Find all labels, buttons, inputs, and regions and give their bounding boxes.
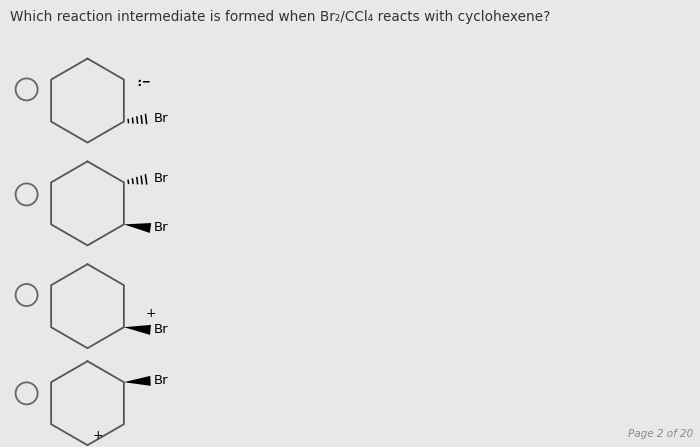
Text: Br: Br (153, 374, 168, 388)
Text: Br: Br (153, 221, 168, 235)
Polygon shape (124, 376, 150, 386)
Text: +: + (92, 429, 104, 443)
Text: +: + (145, 307, 156, 320)
Polygon shape (124, 325, 151, 335)
Text: Br: Br (153, 172, 168, 186)
Text: Br: Br (153, 112, 168, 125)
Text: :−: :− (135, 76, 150, 89)
Text: Page 2 of 20: Page 2 of 20 (628, 429, 693, 439)
Polygon shape (124, 223, 151, 233)
Text: Br: Br (153, 323, 168, 337)
Text: Which reaction intermediate is formed when Br₂/CCl₄ reacts with cyclohexene?: Which reaction intermediate is formed wh… (10, 10, 550, 24)
